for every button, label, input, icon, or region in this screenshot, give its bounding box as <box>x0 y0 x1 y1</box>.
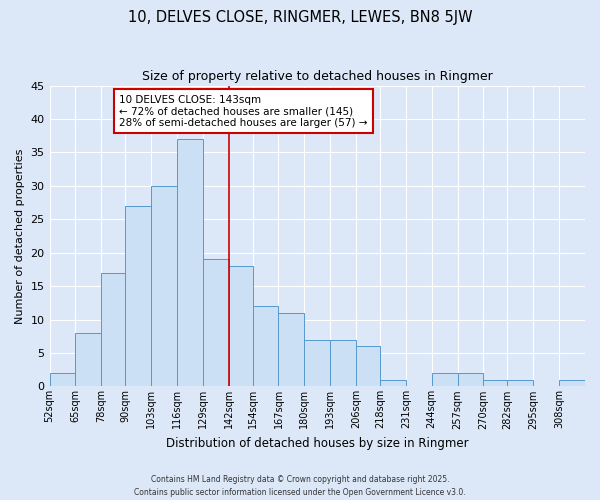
Bar <box>559 380 585 386</box>
Bar <box>125 206 151 386</box>
Bar <box>356 346 380 387</box>
X-axis label: Distribution of detached houses by size in Ringmer: Distribution of detached houses by size … <box>166 437 469 450</box>
Bar <box>484 380 508 386</box>
Bar <box>151 186 177 386</box>
Text: 10, DELVES CLOSE, RINGMER, LEWES, BN8 5JW: 10, DELVES CLOSE, RINGMER, LEWES, BN8 5J… <box>128 10 472 25</box>
Bar <box>177 139 203 386</box>
Bar <box>76 333 101 386</box>
Y-axis label: Number of detached properties: Number of detached properties <box>15 148 25 324</box>
Bar <box>432 373 458 386</box>
Bar <box>101 272 125 386</box>
Bar <box>330 340 356 386</box>
Bar <box>203 260 229 386</box>
Bar <box>304 340 330 386</box>
Bar <box>508 380 533 386</box>
Text: Contains HM Land Registry data © Crown copyright and database right 2025.
Contai: Contains HM Land Registry data © Crown c… <box>134 476 466 497</box>
Bar <box>380 380 406 386</box>
Bar <box>229 266 253 386</box>
Bar <box>253 306 278 386</box>
Title: Size of property relative to detached houses in Ringmer: Size of property relative to detached ho… <box>142 70 493 83</box>
Bar <box>458 373 484 386</box>
Bar <box>50 373 76 386</box>
Bar <box>278 313 304 386</box>
Text: 10 DELVES CLOSE: 143sqm
← 72% of detached houses are smaller (145)
28% of semi-d: 10 DELVES CLOSE: 143sqm ← 72% of detache… <box>119 94 368 128</box>
